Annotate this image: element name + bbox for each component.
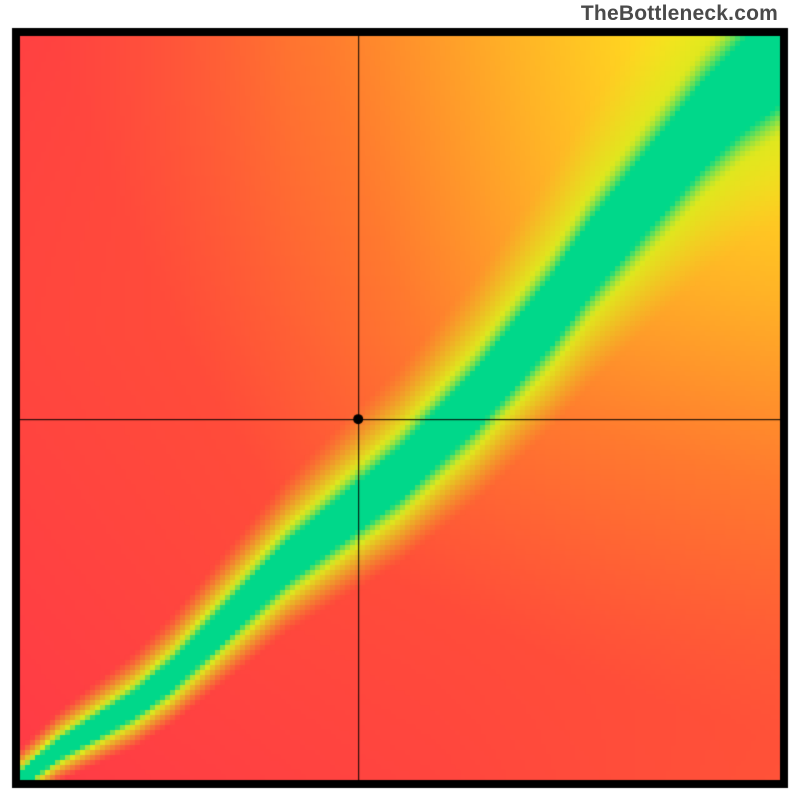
chart-container: TheBottleneck.com xyxy=(0,0,800,800)
bottleneck-heatmap xyxy=(0,0,800,800)
watermark-text: TheBottleneck.com xyxy=(581,2,778,26)
